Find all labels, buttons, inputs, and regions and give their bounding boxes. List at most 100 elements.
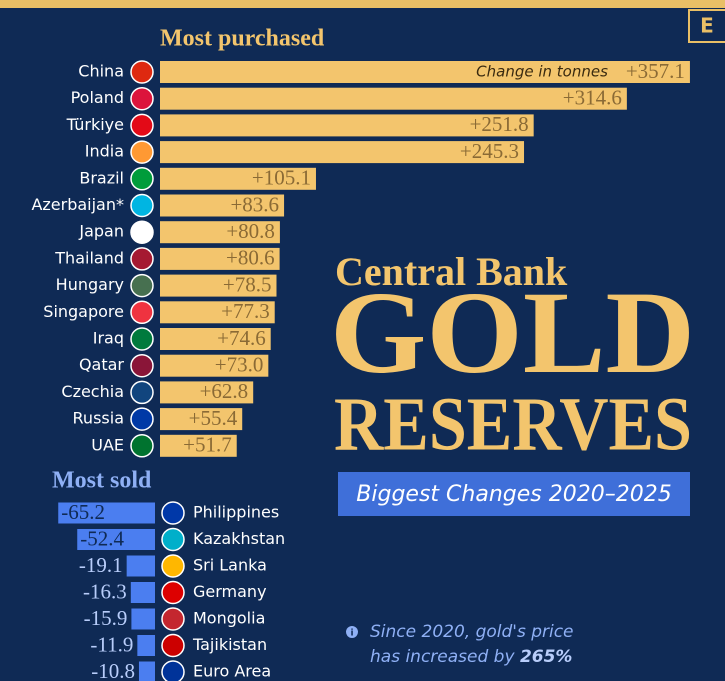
value-label: +80.8 — [226, 219, 275, 243]
category-label: Azerbaijan* — [31, 195, 124, 214]
bar — [160, 354, 269, 377]
bar — [160, 141, 525, 164]
value-label: -65.2 — [61, 500, 105, 524]
value-label: +314.6 — [563, 86, 622, 110]
bar — [160, 434, 237, 457]
bar — [138, 661, 155, 681]
value-label: +80.6 — [226, 246, 275, 270]
flag — [130, 167, 154, 191]
category-label: UAE — [91, 435, 124, 454]
note-line: has increased by 265% — [370, 647, 572, 667]
value-label: +73.0 — [215, 353, 264, 377]
category-label: China — [78, 62, 124, 81]
category-label: Czechia — [61, 382, 124, 401]
flag — [161, 633, 185, 658]
category-label: Sri Lanka — [193, 556, 267, 575]
category-label: Mongolia — [193, 609, 265, 628]
flag — [161, 660, 185, 681]
category-label: Euro Area — [193, 662, 271, 681]
bar — [126, 555, 155, 577]
headline-kicker: Central Bank — [335, 249, 568, 294]
value-label: +245.3 — [460, 139, 519, 163]
flag — [130, 353, 154, 378]
headline-line2: RESERVES — [334, 382, 692, 466]
category-label: Thailand — [54, 248, 124, 267]
info-icon — [346, 626, 358, 638]
bar — [77, 529, 155, 550]
category-label: Türkiye — [66, 115, 124, 134]
top-strip — [0, 0, 725, 8]
bar — [160, 328, 271, 350]
value-label: +77.3 — [221, 299, 270, 323]
category-label: Poland — [71, 88, 124, 107]
bar — [160, 167, 316, 190]
flag — [130, 407, 154, 431]
flag — [161, 580, 185, 605]
flag — [161, 527, 185, 552]
flag — [161, 501, 185, 525]
flag — [161, 607, 185, 631]
bar — [160, 194, 285, 217]
annotation: Change in tonnes — [476, 63, 608, 81]
flag — [130, 380, 154, 405]
bar — [160, 408, 243, 431]
flag — [130, 220, 154, 244]
category-label: Singapore — [43, 302, 124, 321]
flag — [130, 434, 154, 458]
value-label: +74.6 — [217, 326, 266, 350]
category-label: Qatar — [79, 355, 124, 374]
chart-title: Most purchased — [160, 26, 325, 52]
flag — [130, 300, 154, 325]
value-label: +357.1 — [626, 59, 685, 83]
bar — [137, 635, 155, 656]
logo: E — [700, 14, 714, 38]
value-label: -11.9 — [90, 632, 133, 656]
category-label: Brazil — [79, 168, 124, 187]
flag — [130, 60, 154, 84]
flag — [130, 327, 154, 351]
value-label: +105.1 — [252, 166, 311, 190]
subtitle-box — [338, 472, 690, 516]
category-label: Japan — [78, 222, 124, 241]
value-label: +62.8 — [200, 379, 249, 403]
category-label: Philippines — [193, 503, 279, 522]
flag — [130, 247, 154, 271]
bar — [160, 301, 275, 324]
value-label: +55.4 — [189, 406, 238, 430]
bar — [160, 61, 690, 83]
bar — [160, 247, 280, 270]
value-label: +251.8 — [470, 112, 529, 136]
bar — [160, 87, 627, 110]
value-label: +83.6 — [230, 192, 279, 216]
note-line: Since 2020, gold's price — [370, 622, 574, 642]
bar — [160, 114, 534, 137]
chart-title: Most sold — [52, 468, 152, 494]
bar — [130, 582, 155, 603]
bar — [160, 274, 277, 297]
category-label: Iraq — [93, 329, 124, 348]
category-label: Kazakhstan — [193, 529, 285, 548]
value-label: -15.9 — [84, 606, 128, 630]
value-label: -16.3 — [83, 579, 127, 603]
category-label: Hungary — [56, 275, 124, 294]
category-label: Russia — [73, 409, 124, 428]
flag — [130, 113, 154, 138]
flag — [130, 140, 154, 164]
category-label: Tajikistan — [192, 635, 267, 654]
value-label: +78.5 — [223, 272, 272, 296]
flag — [161, 554, 185, 578]
bar — [131, 608, 155, 630]
flag — [130, 273, 154, 298]
flag — [130, 193, 154, 218]
value-label: -52.4 — [80, 526, 124, 550]
bar — [160, 381, 254, 404]
category-label: India — [85, 142, 124, 161]
bar — [160, 221, 280, 244]
bar — [58, 502, 156, 524]
note-highlight: 265% — [520, 647, 573, 667]
flag — [130, 86, 154, 111]
value-label: +51.7 — [183, 433, 232, 457]
category-label: Germany — [193, 582, 267, 601]
